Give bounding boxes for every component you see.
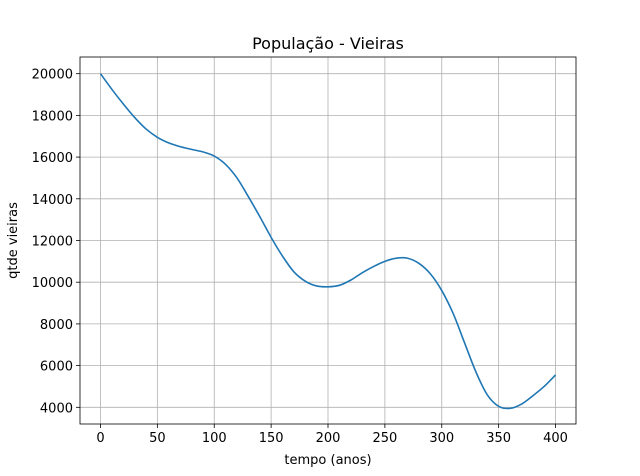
y-tick-label: 6000 <box>40 360 73 375</box>
y-tick-label: 16000 <box>32 151 73 166</box>
chart-title: População - Vieiras <box>252 34 404 53</box>
x-tick-label: 0 <box>96 431 104 446</box>
y-tick-label: 12000 <box>32 235 73 250</box>
x-tick-label: 250 <box>372 431 397 446</box>
y-tick-label: 10000 <box>32 276 73 291</box>
y-axis-label: qtde vieiras <box>6 202 21 279</box>
series-line <box>99 73 557 410</box>
x-tick-label: 50 <box>149 431 166 446</box>
y-tick-label: 8000 <box>40 318 73 333</box>
y-tick-label: 4000 <box>40 401 73 416</box>
x-tick-label: 100 <box>202 431 227 446</box>
axis-ticks: 0 50 100 150 200 250 300 350 400 4000 6000 8000 1000… <box>32 68 568 446</box>
y-tick-label: 14000 <box>32 193 73 208</box>
x-tick-label: 200 <box>316 431 341 446</box>
x-axis-label: tempo (anos) <box>284 453 371 468</box>
y-tick-label: 18000 <box>32 109 73 124</box>
grid <box>80 57 576 424</box>
y-tick-label: 20000 <box>32 68 73 83</box>
x-tick-label: 300 <box>429 431 454 446</box>
x-tick-label: 400 <box>543 431 568 446</box>
series-layer <box>99 73 557 410</box>
x-tick-label: 350 <box>486 431 511 446</box>
x-tick-label: 150 <box>259 431 284 446</box>
